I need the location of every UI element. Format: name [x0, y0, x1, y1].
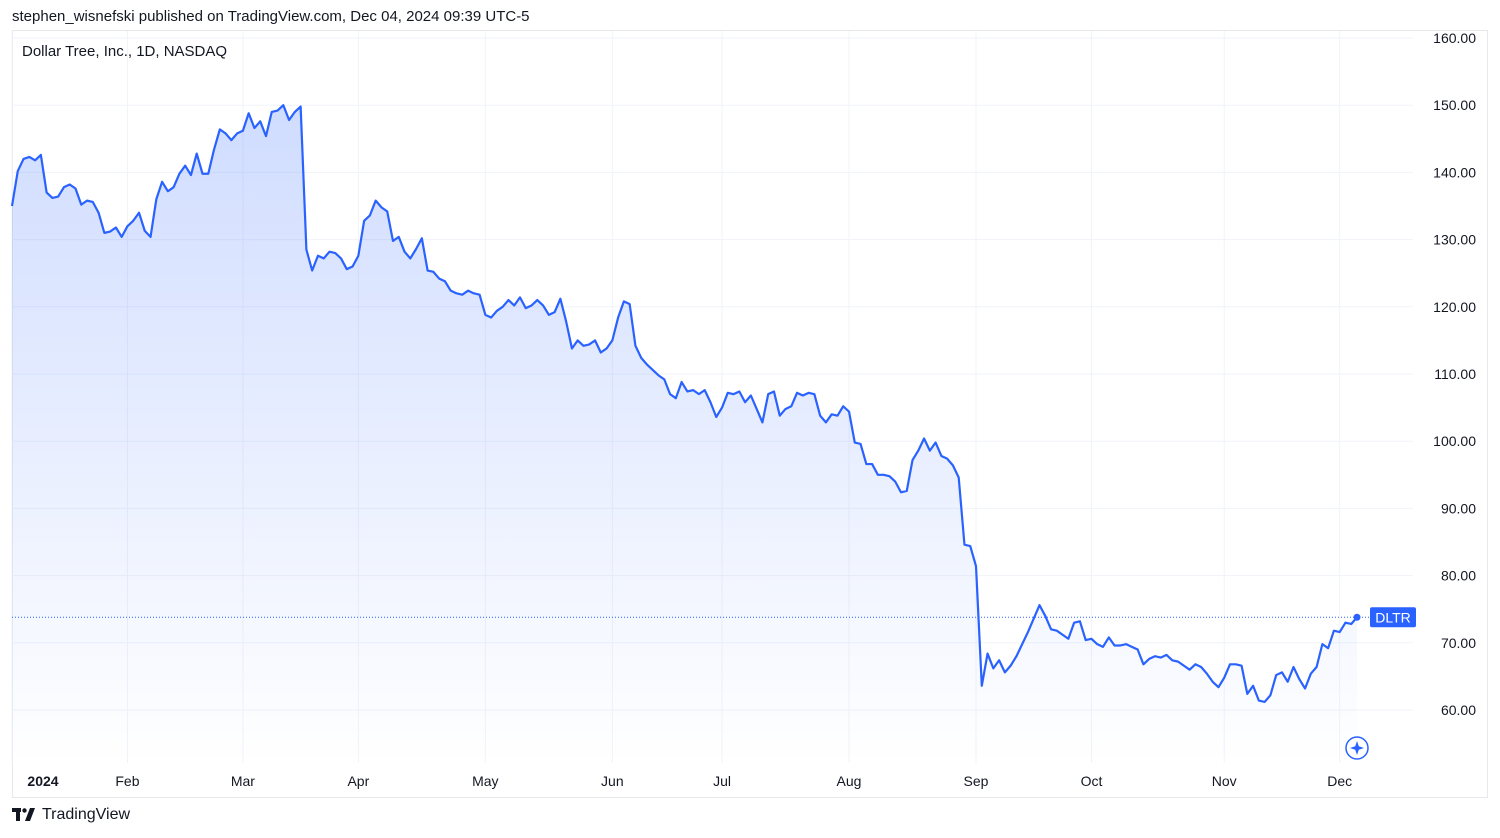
symbol-badge: [1370, 607, 1416, 628]
x-tick-label: Nov: [1212, 773, 1237, 789]
chart-title: Dollar Tree, Inc., 1D, NASDAQ: [22, 43, 227, 60]
x-tick-label: Mar: [231, 773, 255, 789]
publisher-caption: stephen_wisnefski published on TradingVi…: [12, 8, 530, 25]
brand-name: TradingView: [42, 806, 131, 823]
y-tick-label: 110.00: [1434, 366, 1476, 382]
y-tick-label: 120.00: [1433, 299, 1476, 315]
x-tick-label: Jul: [713, 773, 731, 789]
y-tick-label: 150.00: [1433, 97, 1476, 113]
series-line: [10, 104, 1358, 704]
y-axis[interactable]: 160.00 150.00 140.00 130.00 120.00 110.00 100.…: [1433, 30, 1476, 718]
last-value-marker-layer: DLTR: [12, 607, 1416, 628]
y-tick-label: 100.00: [1433, 433, 1476, 449]
x-tick-label: Aug: [837, 773, 862, 789]
x-tick-label: Oct: [1081, 773, 1103, 789]
area-fill-path: [12, 105, 1357, 763]
y-tick-label: 140.00: [1433, 164, 1476, 180]
sparkle-icon: [1350, 741, 1364, 755]
y-tick-label: 70.00: [1441, 635, 1476, 651]
x-axis[interactable]: 2024 Feb Mar Apr May Jun Jul Aug Sep Oct Nov Dec: [27, 773, 1352, 789]
y-tick-label: 130.00: [1433, 232, 1476, 248]
x-tick-label: Apr: [347, 773, 369, 789]
y-tick-label: 60.00: [1441, 702, 1476, 718]
y-tick-label: 160.00: [1433, 30, 1476, 46]
y-tick-label: 90.00: [1441, 500, 1476, 516]
series-line-layer: [10, 104, 1358, 704]
x-tick-label: Sep: [964, 773, 989, 789]
x-tick-label: May: [472, 773, 498, 789]
tradingview-logo-icon: [12, 808, 36, 822]
branding: TradingView: [12, 806, 130, 824]
x-tick-label: Jun: [601, 773, 624, 789]
area-fill: [12, 105, 1357, 763]
x-tick-label: Feb: [115, 773, 139, 789]
last-value-dot: [1353, 613, 1361, 621]
zoom-button[interactable]: [1345, 736, 1369, 760]
y-tick-label: 80.00: [1441, 568, 1476, 584]
symbol-badge-label: DLTR: [1375, 609, 1411, 625]
x-tick-label: 2024: [27, 773, 58, 789]
x-tick-label: Dec: [1327, 773, 1352, 789]
